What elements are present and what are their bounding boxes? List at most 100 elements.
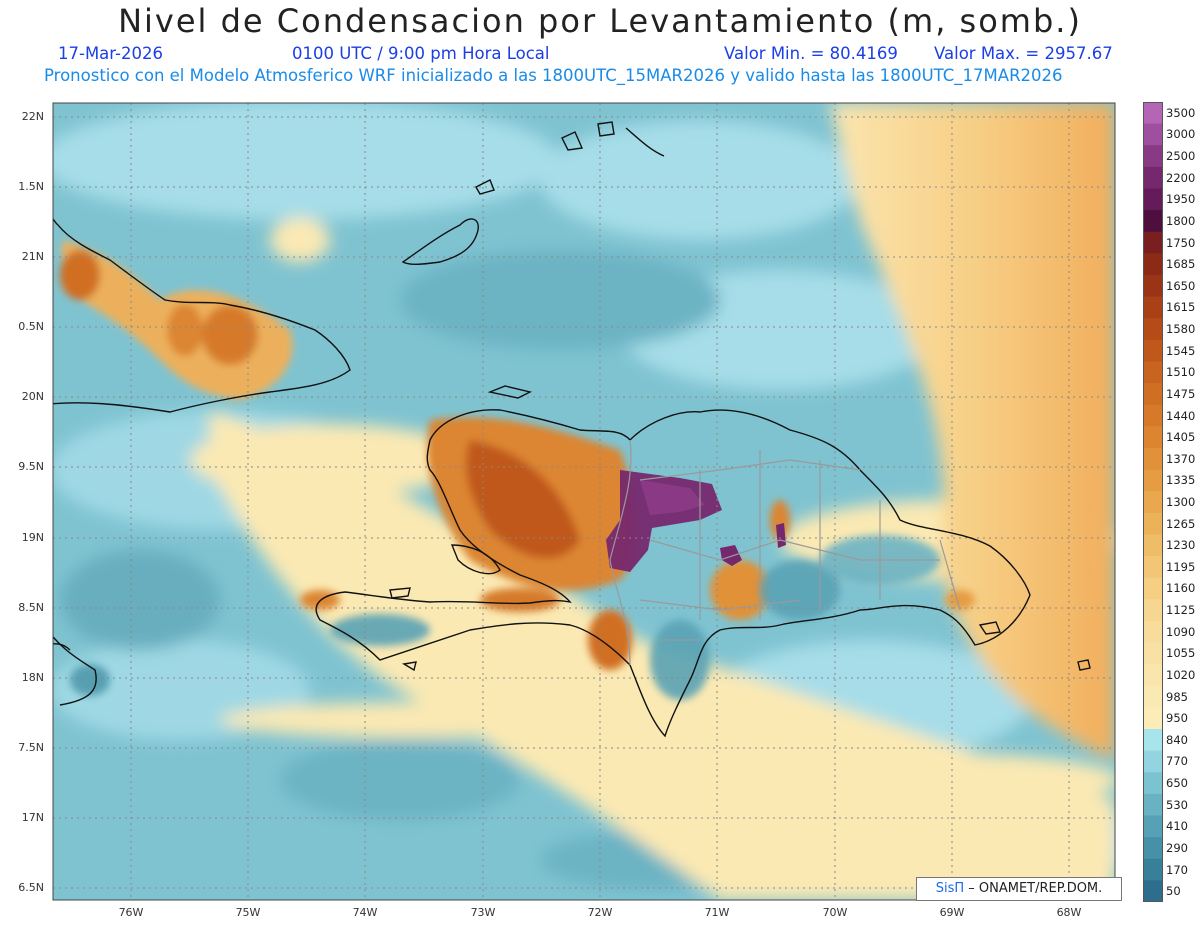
colorbar-swatch	[1143, 166, 1163, 189]
colorbar-swatch	[1143, 210, 1163, 233]
colorbar-label: 1370	[1166, 451, 1196, 466]
lat-label-21n: 21N	[21, 250, 44, 263]
colorbar-swatch	[1143, 556, 1163, 579]
colorbar-swatch	[1143, 404, 1163, 427]
colorbar-label: 650	[1166, 776, 1188, 791]
colorbar-swatch	[1143, 750, 1163, 773]
colorbar-label: 840	[1166, 732, 1188, 747]
colorbar-swatch	[1143, 793, 1163, 817]
lon-label-70w: 70W	[822, 906, 848, 919]
colorbar-label: 1405	[1166, 430, 1196, 445]
colorbar-label: 1475	[1166, 386, 1196, 401]
colorbar-swatch	[1143, 664, 1163, 687]
colorbar-label: 3500	[1166, 105, 1196, 120]
colorbar-swatch	[1143, 685, 1163, 708]
lat-label-20-5n: 0.5N	[18, 320, 44, 333]
forecast-description: Pronostico con el Modelo Atmosferico WRF…	[44, 66, 1063, 85]
colorbar-swatch	[1143, 729, 1163, 752]
lon-label-71w: 71W	[704, 906, 730, 919]
colorbar-swatch	[1143, 577, 1163, 600]
colorbar-label: 1950	[1166, 192, 1196, 207]
colorbar-label: 985	[1166, 689, 1188, 704]
colorbar-label: 770	[1166, 754, 1188, 769]
colorbar	[1143, 102, 1163, 902]
colorbar-swatch	[1143, 837, 1163, 860]
lat-label-21-5n: 1.5N	[18, 180, 44, 193]
colorbar-label: 3000	[1166, 127, 1196, 142]
colorbar-label: 1750	[1166, 235, 1196, 250]
colorbar-label: 1615	[1166, 300, 1196, 315]
lon-label-68w: 68W	[1056, 906, 1082, 919]
colorbar-swatch	[1143, 296, 1163, 319]
colorbar-label: 170	[1166, 862, 1188, 877]
min-value: Valor Min. = 80.4169	[724, 44, 898, 63]
lat-label-17-5n: 7.5N	[18, 741, 44, 754]
colorbar-swatch	[1143, 426, 1163, 449]
colorbar-label: 1020	[1166, 667, 1196, 682]
colorbar-swatch	[1143, 880, 1163, 902]
colorbar-swatch	[1143, 383, 1163, 406]
colorbar-label: 1125	[1166, 603, 1196, 618]
colorbar-label: 50	[1166, 884, 1181, 899]
map-title: Nivel de Condensacion por Levantamiento …	[118, 2, 1082, 40]
lat-label-20n: 20N	[21, 390, 44, 403]
colorbar-label: 1580	[1166, 322, 1196, 337]
lon-label-75w: 75W	[235, 906, 261, 919]
colorbar-swatch	[1143, 642, 1163, 665]
colorbar-swatch	[1143, 253, 1163, 276]
colorbar-swatch	[1143, 815, 1163, 838]
colorbar-swatch	[1143, 772, 1163, 795]
lat-label-18n: 18N	[21, 671, 44, 684]
colorbar-label: 1510	[1166, 365, 1196, 380]
colorbar-swatch	[1143, 361, 1163, 384]
colorbar-label: 1090	[1166, 624, 1196, 639]
map-frame	[52, 102, 1116, 901]
colorbar-swatch	[1143, 145, 1163, 168]
credit-brand: SisΠ	[935, 881, 965, 896]
colorbar-label: 950	[1166, 711, 1188, 726]
colorbar-swatch	[1143, 599, 1163, 622]
lat-label-17n: 17N	[21, 811, 44, 824]
colorbar-swatch	[1143, 318, 1163, 341]
forecast-time: 0100 UTC / 9:00 pm Hora Local	[292, 44, 550, 63]
colorbar-label: 410	[1166, 819, 1188, 834]
colorbar-label: 1300	[1166, 495, 1196, 509]
colorbar-swatch	[1143, 707, 1163, 730]
colorbar-swatch	[1143, 102, 1163, 125]
colorbar-swatch	[1143, 858, 1163, 881]
lat-label-22n: 22N	[21, 110, 44, 123]
forecast-date: 17-Mar-2026	[58, 44, 163, 63]
lon-label-73w: 73W	[470, 906, 496, 919]
colorbar-label: 1650	[1166, 278, 1196, 293]
credit-box: SisΠ – ONAMET/REP.DOM.	[916, 877, 1122, 901]
colorbar-label: 2200	[1166, 170, 1196, 185]
graticule	[53, 103, 1115, 900]
colorbar-swatch	[1143, 620, 1163, 644]
colorbar-swatch	[1143, 123, 1163, 146]
colorbar-label: 1230	[1166, 538, 1196, 553]
colorbar-label: 1545	[1166, 343, 1196, 358]
lon-label-74w: 74W	[352, 906, 378, 919]
colorbar-frame	[1143, 102, 1163, 902]
colorbar-label: 1195	[1166, 559, 1196, 574]
credit-text: – ONAMET/REP.DOM.	[968, 881, 1103, 896]
province-borders	[609, 439, 961, 666]
colorbar-label: 1800	[1166, 213, 1196, 228]
lon-label-76w: 76W	[118, 906, 144, 919]
lat-label-19n: 19N	[21, 531, 44, 544]
colorbar-label: 1055	[1166, 646, 1196, 661]
colorbar-swatch	[1143, 491, 1163, 514]
lon-label-72w: 72W	[587, 906, 613, 919]
colorbar-swatch	[1143, 231, 1163, 254]
colorbar-label: 1265	[1166, 516, 1196, 531]
colorbar-label: 1160	[1166, 581, 1196, 596]
colorbar-label: 2500	[1166, 149, 1196, 164]
coastlines	[53, 121, 1091, 738]
colorbar-swatch	[1143, 534, 1163, 557]
colorbar-swatch	[1143, 274, 1163, 298]
lat-label-19-5n: 9.5N	[18, 460, 44, 473]
colorbar-swatch	[1143, 188, 1163, 211]
lat-label-18-5n: 8.5N	[18, 601, 44, 614]
lcl-field	[53, 103, 1115, 900]
